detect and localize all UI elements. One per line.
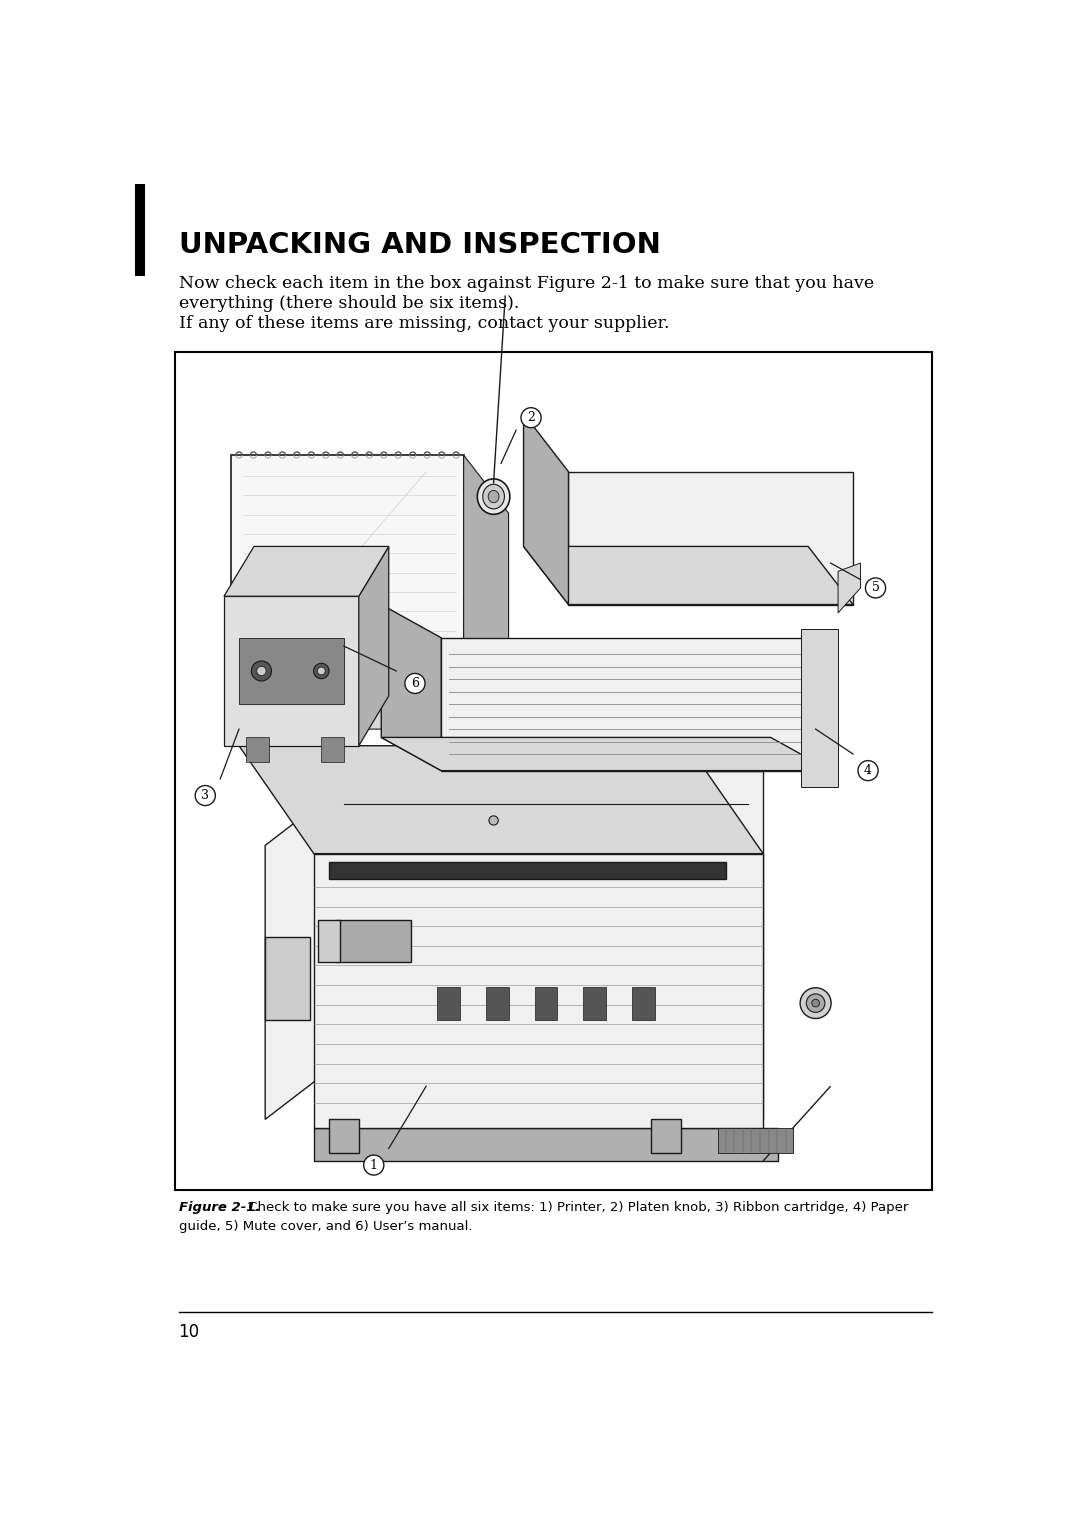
Polygon shape <box>266 771 363 1119</box>
Circle shape <box>521 408 541 428</box>
Polygon shape <box>318 920 340 961</box>
Polygon shape <box>224 596 359 745</box>
Circle shape <box>865 578 886 598</box>
Polygon shape <box>486 987 509 1019</box>
Text: 1: 1 <box>369 1159 378 1171</box>
Polygon shape <box>764 1087 831 1160</box>
Circle shape <box>195 785 215 805</box>
Text: 2: 2 <box>527 411 535 425</box>
Bar <box>175 351 932 1190</box>
Polygon shape <box>632 987 654 1019</box>
Polygon shape <box>266 937 310 1019</box>
Polygon shape <box>535 987 557 1019</box>
Ellipse shape <box>477 478 510 514</box>
Polygon shape <box>651 1119 680 1153</box>
Polygon shape <box>463 455 509 730</box>
Polygon shape <box>231 455 463 671</box>
Polygon shape <box>381 737 831 771</box>
Ellipse shape <box>483 484 504 509</box>
Circle shape <box>364 1154 383 1176</box>
Circle shape <box>489 816 498 825</box>
Circle shape <box>812 1000 820 1007</box>
Text: 4: 4 <box>864 763 872 777</box>
Circle shape <box>252 661 271 681</box>
Circle shape <box>858 760 878 780</box>
Polygon shape <box>224 546 389 596</box>
Text: everything (there should be six items).: everything (there should be six items). <box>178 294 518 311</box>
Polygon shape <box>437 987 460 1019</box>
Polygon shape <box>838 563 861 613</box>
Polygon shape <box>336 920 411 961</box>
Polygon shape <box>800 630 838 788</box>
Polygon shape <box>328 1119 359 1153</box>
Polygon shape <box>524 546 853 604</box>
Circle shape <box>318 667 325 675</box>
Polygon shape <box>363 771 764 1119</box>
Polygon shape <box>688 745 764 1128</box>
Polygon shape <box>239 745 764 854</box>
Polygon shape <box>231 671 509 730</box>
Bar <box>135 184 145 276</box>
Circle shape <box>257 667 266 676</box>
Text: 3: 3 <box>201 789 210 802</box>
Circle shape <box>405 673 426 693</box>
Polygon shape <box>524 414 568 604</box>
Polygon shape <box>381 604 441 771</box>
Polygon shape <box>246 737 269 762</box>
Text: If any of these items are missing, contact your supplier.: If any of these items are missing, conta… <box>178 314 669 333</box>
Polygon shape <box>688 745 764 1128</box>
Text: UNPACKING AND INSPECTION: UNPACKING AND INSPECTION <box>178 231 660 259</box>
Polygon shape <box>583 987 606 1019</box>
Polygon shape <box>568 472 853 604</box>
Circle shape <box>800 987 832 1018</box>
Ellipse shape <box>488 491 499 503</box>
Polygon shape <box>314 1128 779 1160</box>
Polygon shape <box>322 737 343 762</box>
Text: 10: 10 <box>178 1323 200 1341</box>
Polygon shape <box>314 854 764 1128</box>
Polygon shape <box>718 1128 793 1153</box>
Text: Figure 2-1.: Figure 2-1. <box>178 1202 260 1214</box>
Text: Check to make sure you have all six items: 1) Printer, 2) Platen knob, 3) Ribbon: Check to make sure you have all six item… <box>244 1202 908 1214</box>
Polygon shape <box>359 546 389 745</box>
Polygon shape <box>328 862 726 878</box>
Text: guide, 5) Mute cover, and 6) User’s manual.: guide, 5) Mute cover, and 6) User’s manu… <box>178 1220 472 1234</box>
Text: 6: 6 <box>411 678 419 690</box>
Text: Now check each item in the box against Figure 2-1 to make sure that you have: Now check each item in the box against F… <box>178 274 874 291</box>
Text: 5: 5 <box>872 581 879 595</box>
Circle shape <box>313 664 329 679</box>
Circle shape <box>807 993 825 1012</box>
Polygon shape <box>239 638 343 704</box>
Polygon shape <box>441 638 831 771</box>
